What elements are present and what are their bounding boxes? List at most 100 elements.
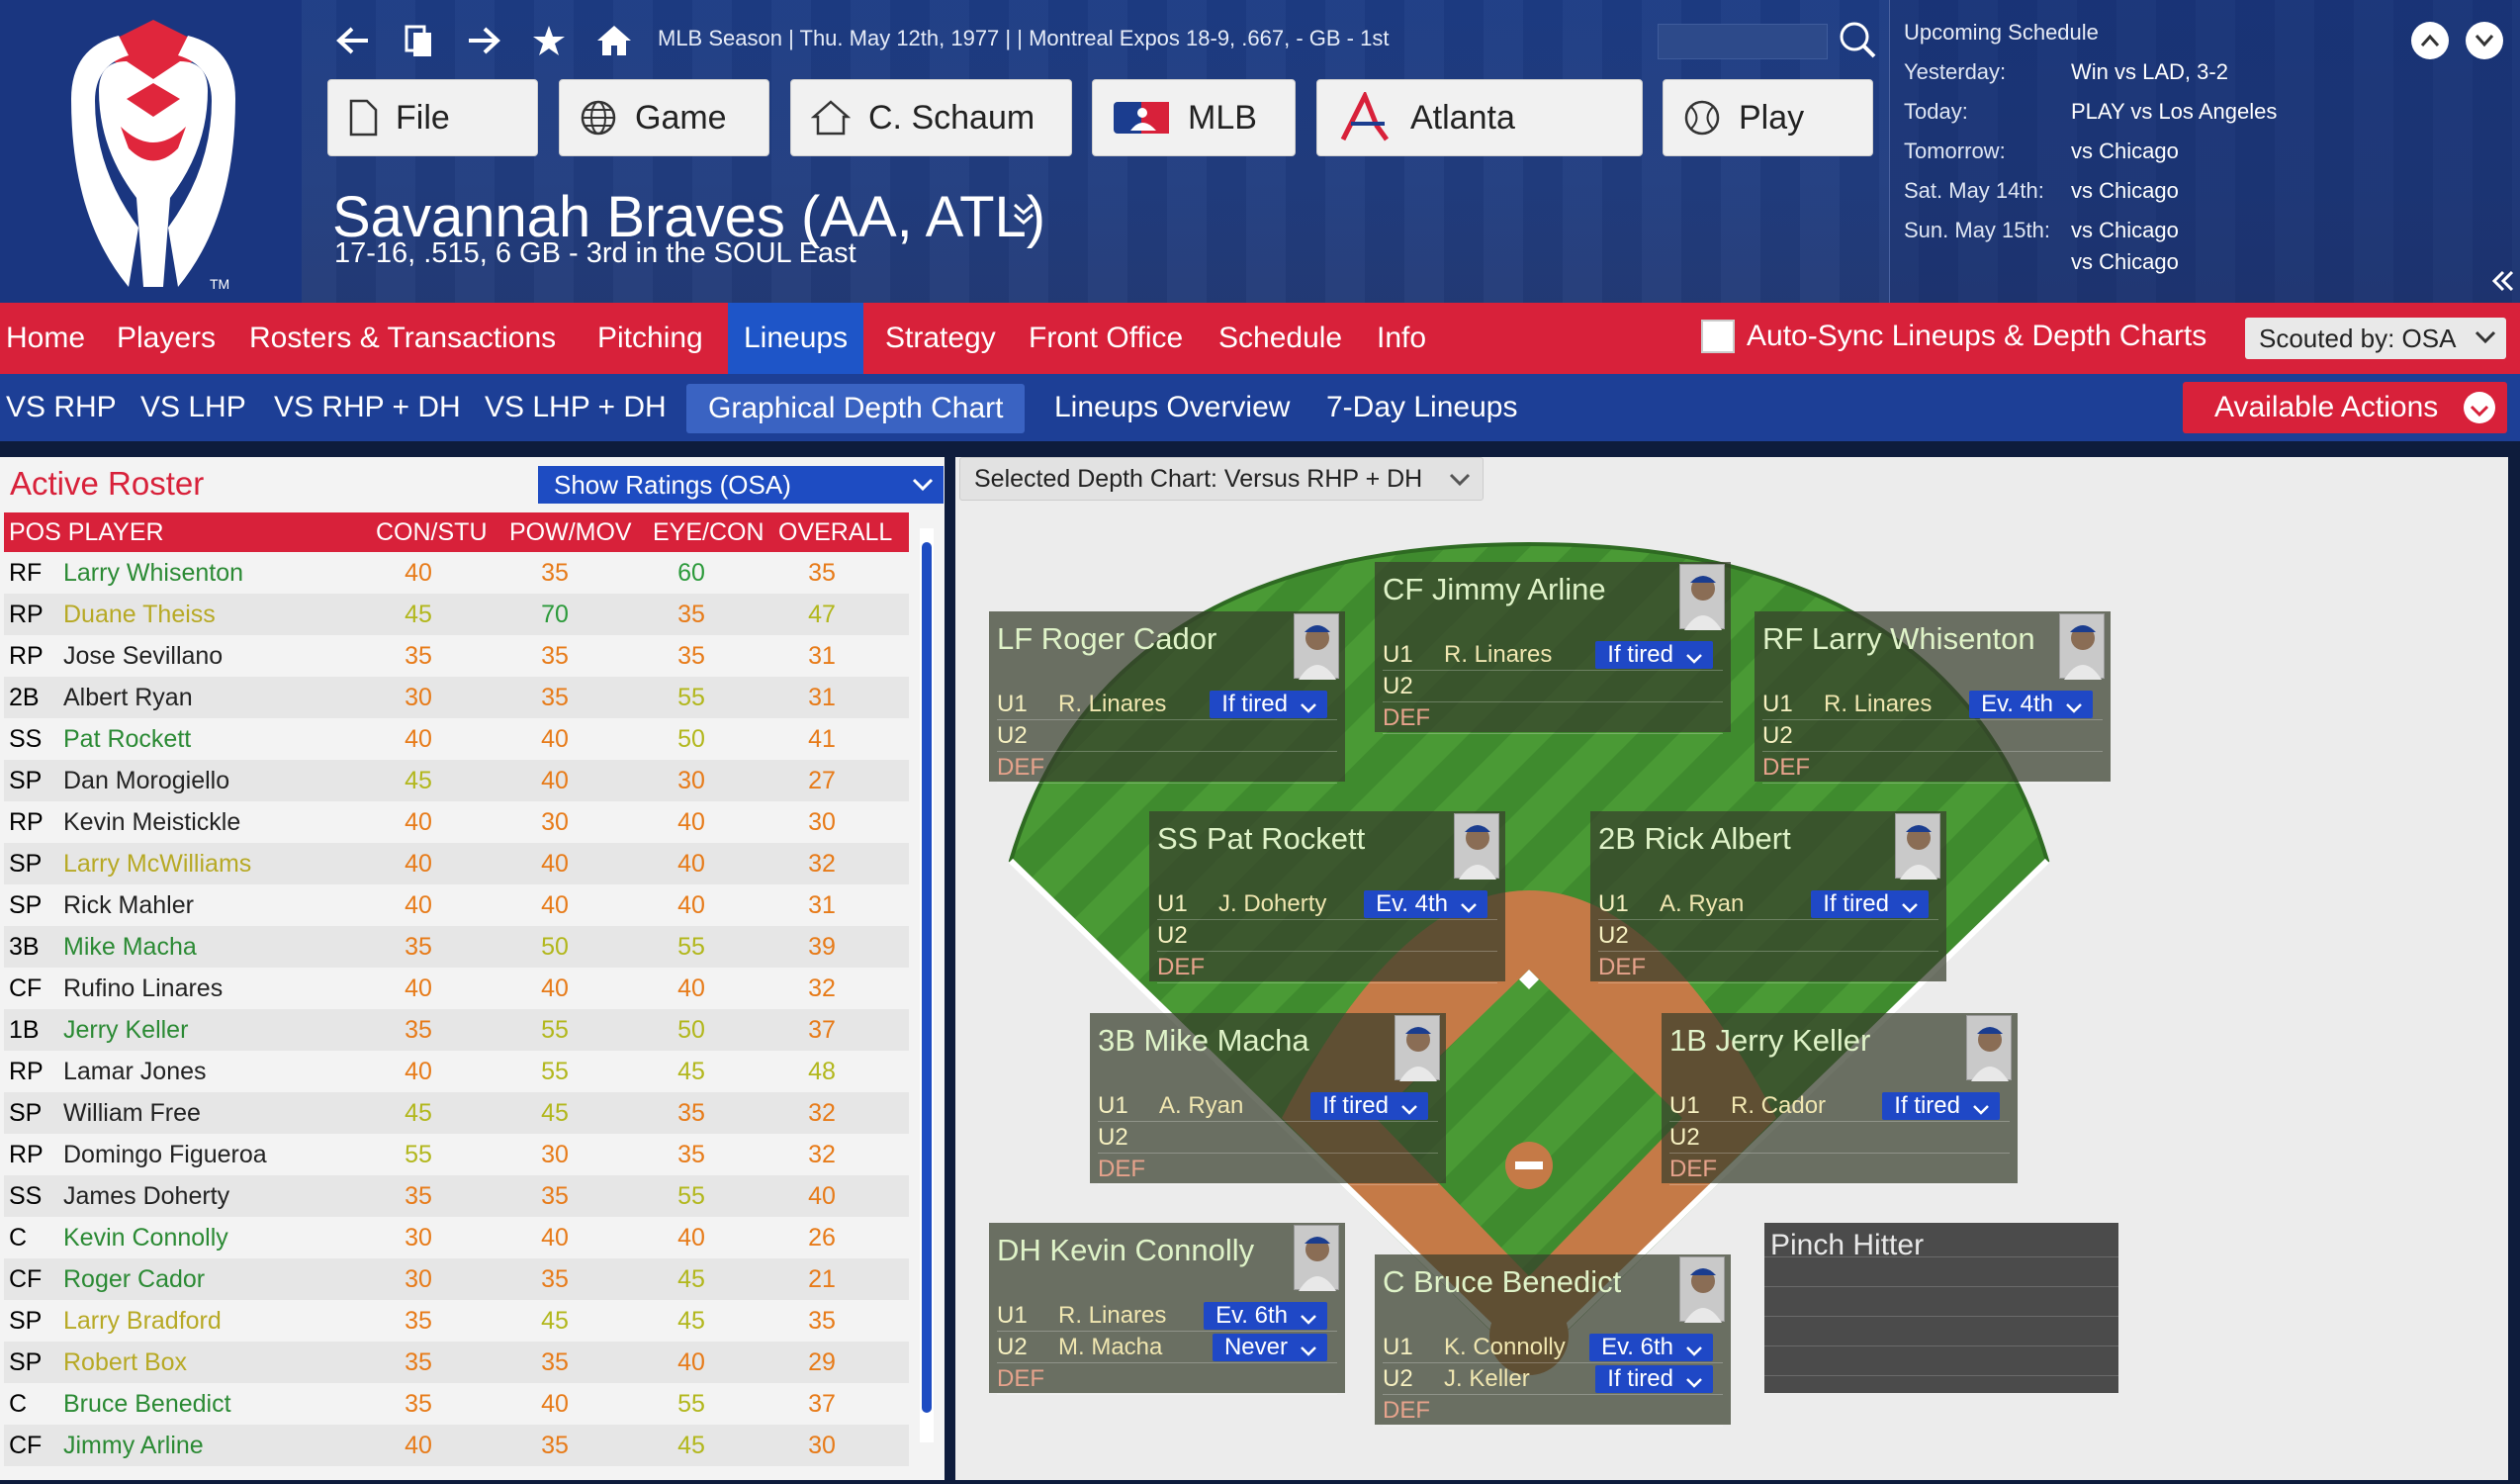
substitution-select[interactable]: Ev. 6th xyxy=(1589,1334,1713,1361)
menu-schedule[interactable]: Schedule xyxy=(1218,322,1343,354)
position-card-title[interactable]: SS Pat Rockett xyxy=(1157,821,1366,856)
autosync-checkbox[interactable] xyxy=(1701,320,1735,353)
table-row[interactable]: CF Roger Cador 30 35 45 21 xyxy=(4,1258,909,1300)
substitution-select[interactable]: Ev. 6th xyxy=(1204,1302,1327,1330)
position-card-title[interactable]: 1B Jerry Keller xyxy=(1669,1023,1871,1058)
row-player-name[interactable]: Robert Box xyxy=(63,1348,188,1376)
depth-player[interactable]: M. Macha xyxy=(1058,1334,1163,1360)
row-player-name[interactable]: William Free xyxy=(63,1099,201,1127)
row-player-name[interactable]: Jimmy Arline xyxy=(63,1432,204,1459)
depth-player[interactable]: A. Ryan xyxy=(1660,890,1745,917)
table-row[interactable]: 2B Albert Ryan 30 35 55 31 xyxy=(4,677,909,718)
row-player-name[interactable]: Dan Morogiello xyxy=(63,767,230,794)
row-player-name[interactable]: Roger Cador xyxy=(63,1265,206,1293)
tab-lineups-overview[interactable]: Lineups Overview xyxy=(1054,391,1291,423)
position-card-title[interactable]: C Bruce Benedict xyxy=(1383,1264,1622,1299)
table-row[interactable]: SS James Doherty 35 35 55 40 xyxy=(4,1175,909,1217)
table-row[interactable]: RP Kevin Meistickle 40 30 40 30 xyxy=(4,801,909,843)
menu-lineups[interactable]: Lineups xyxy=(728,303,864,374)
table-row[interactable]: RP Domingo Figueroa 55 30 35 32 xyxy=(4,1134,909,1175)
row-player-name[interactable]: Jerry Keller xyxy=(63,1016,189,1044)
depth-player[interactable]: R. Cador xyxy=(1731,1092,1827,1119)
menu-pitching[interactable]: Pitching xyxy=(597,322,703,354)
depth-player[interactable]: R. Linares xyxy=(1058,691,1167,717)
row-player-name[interactable]: Larry McWilliams xyxy=(63,850,252,878)
table-row[interactable]: RP Jose Sevillano 35 35 35 31 xyxy=(4,635,909,677)
position-card-title[interactable]: RF Larry Whisenton xyxy=(1762,621,2035,656)
substitution-select[interactable]: If tired xyxy=(1882,1092,2000,1120)
scrollbar-thumb[interactable] xyxy=(922,542,932,1413)
table-row[interactable]: SP Larry McWilliams 40 40 40 32 xyxy=(4,843,909,884)
depth-player[interactable]: R. Linares xyxy=(1444,641,1553,668)
menu-info[interactable]: Info xyxy=(1377,322,1427,354)
depth-player[interactable]: K. Connolly xyxy=(1444,1334,1566,1360)
depth-player[interactable]: R. Linares xyxy=(1058,1302,1167,1329)
position-card-title[interactable]: LF Roger Cador xyxy=(997,621,1217,656)
tab-vs-lhp-dh[interactable]: VS LHP + DH xyxy=(485,391,667,423)
depth-player[interactable]: A. Ryan xyxy=(1159,1092,1244,1119)
table-row[interactable]: RP Duane Theiss 45 70 35 47 xyxy=(4,594,909,635)
row-player-name[interactable]: Mike Macha xyxy=(63,933,197,961)
row-player-name[interactable]: Jose Sevillano xyxy=(63,642,224,670)
row-player-name[interactable]: Kevin Connolly xyxy=(63,1224,228,1252)
position-card-title[interactable]: CF Jimmy Arline xyxy=(1383,572,1606,606)
row-player-name[interactable]: Duane Theiss xyxy=(63,601,216,628)
col-con-stu[interactable]: CON/STU xyxy=(376,518,488,546)
row-player-name[interactable]: Rufino Linares xyxy=(63,974,224,1002)
table-row[interactable]: RF Larry Whisenton 40 35 60 35 xyxy=(4,552,909,594)
menu-players[interactable]: Players xyxy=(117,322,217,354)
depth-player[interactable]: J. Keller xyxy=(1444,1365,1530,1392)
position-card-title[interactable]: DH Kevin Connolly xyxy=(997,1233,1255,1267)
substitution-select[interactable]: If tired xyxy=(1310,1092,1428,1120)
table-row[interactable]: SP Dan Morogiello 45 40 30 27 xyxy=(4,760,909,801)
chevron-down-icon[interactable] xyxy=(2466,22,2503,59)
tab-graphical-depth-chart[interactable]: Graphical Depth Chart xyxy=(686,384,1026,433)
substitution-select[interactable]: If tired xyxy=(1811,890,1929,918)
available-actions-button[interactable]: Available Actions xyxy=(2183,382,2507,433)
search-icon[interactable] xyxy=(1838,20,1877,64)
roster-scrollbar[interactable] xyxy=(920,528,934,1442)
table-row[interactable]: SP William Free 45 45 35 32 xyxy=(4,1092,909,1134)
chevron-up-icon[interactable] xyxy=(2411,22,2449,59)
table-row[interactable]: SP Robert Box 35 35 40 29 xyxy=(4,1342,909,1383)
substitution-select[interactable]: If tired xyxy=(1595,641,1713,669)
mlb-button[interactable]: MLB xyxy=(1092,79,1296,156)
atlanta-button[interactable]: Atlanta xyxy=(1316,79,1643,156)
star-icon[interactable] xyxy=(530,22,568,59)
row-player-name[interactable]: Larry Whisenton xyxy=(63,559,244,587)
back-arrow-icon[interactable] xyxy=(334,22,372,59)
scouted-by-select[interactable]: Scouted by: OSA xyxy=(2245,318,2506,359)
table-row[interactable]: SS Pat Rockett 40 40 50 41 xyxy=(4,718,909,760)
substitution-select[interactable]: If tired xyxy=(1210,691,1327,718)
substitution-select[interactable]: If tired xyxy=(1595,1365,1713,1393)
forward-arrow-icon[interactable] xyxy=(465,22,502,59)
row-player-name[interactable]: Pat Rockett xyxy=(63,725,192,753)
table-row[interactable]: 1B Jerry Keller 35 55 50 37 xyxy=(4,1009,909,1051)
menu-rosters[interactable]: Rosters & Transactions xyxy=(249,322,557,354)
menu-front-office[interactable]: Front Office xyxy=(1029,322,1184,354)
row-player-name[interactable]: Domingo Figueroa xyxy=(63,1141,267,1168)
autosync-toggle[interactable]: Auto-Sync Lineups & Depth Charts xyxy=(1701,320,2206,353)
row-player-name[interactable]: Bruce Benedict xyxy=(63,1390,231,1418)
col-pow-mov[interactable]: POW/MOV xyxy=(509,518,632,546)
tab-vs-rhp[interactable]: VS RHP xyxy=(6,391,117,423)
substitution-select[interactable]: Ev. 4th xyxy=(1969,691,2093,718)
tab-7-day-lineups[interactable]: 7-Day Lineups xyxy=(1326,391,1518,423)
row-player-name[interactable]: Albert Ryan xyxy=(63,684,193,711)
row-player-name[interactable]: Larry Bradford xyxy=(63,1307,222,1335)
table-row[interactable]: CF Rufino Linares 40 40 40 32 xyxy=(4,968,909,1009)
play-button[interactable]: Play xyxy=(1663,79,1873,156)
search-input[interactable] xyxy=(1658,24,1828,59)
row-player-name[interactable]: James Doherty xyxy=(63,1182,230,1210)
col-pos-player[interactable]: POS PLAYER xyxy=(9,518,164,546)
double-chevron-down-icon[interactable] xyxy=(1012,202,1035,232)
position-card-title[interactable]: 3B Mike Macha xyxy=(1098,1023,1309,1058)
table-row[interactable]: RP Lamar Jones 40 55 45 48 xyxy=(4,1051,909,1092)
col-eye-con[interactable]: EYE/CON xyxy=(653,518,765,546)
table-row[interactable]: SP Rick Mahler 40 40 40 31 xyxy=(4,884,909,926)
depth-chart-select[interactable]: Selected Depth Chart: Versus RHP + DH xyxy=(959,457,1484,501)
manager-button[interactable]: C. Schaum xyxy=(790,79,1072,156)
menu-strategy[interactable]: Strategy xyxy=(885,322,996,354)
collapse-icon[interactable] xyxy=(2491,269,2515,298)
tab-vs-rhp-dh[interactable]: VS RHP + DH xyxy=(274,391,461,423)
